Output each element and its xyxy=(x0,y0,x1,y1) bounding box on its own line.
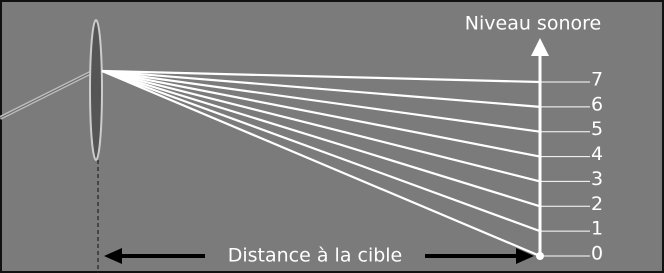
level-label: 2 xyxy=(591,193,603,215)
page: Niveau sonore Distance à la cible 0 1 2 3 4 5… xyxy=(0,0,664,273)
dish xyxy=(90,20,102,160)
level-label: 5 xyxy=(591,118,603,140)
level-label: 7 xyxy=(591,69,603,91)
level-label: 4 xyxy=(591,143,603,165)
level-label: 0 xyxy=(591,243,603,265)
diagram: Niveau sonore Distance à la cible 0 1 2 3 4 5… xyxy=(0,0,664,273)
origin-dot xyxy=(536,252,544,260)
level-label: 6 xyxy=(591,93,603,115)
distance-label: Distance à la cible xyxy=(228,245,403,267)
axis-title: Niveau sonore xyxy=(465,13,601,35)
level-label: 3 xyxy=(591,168,603,190)
level-label: 1 xyxy=(591,218,603,240)
